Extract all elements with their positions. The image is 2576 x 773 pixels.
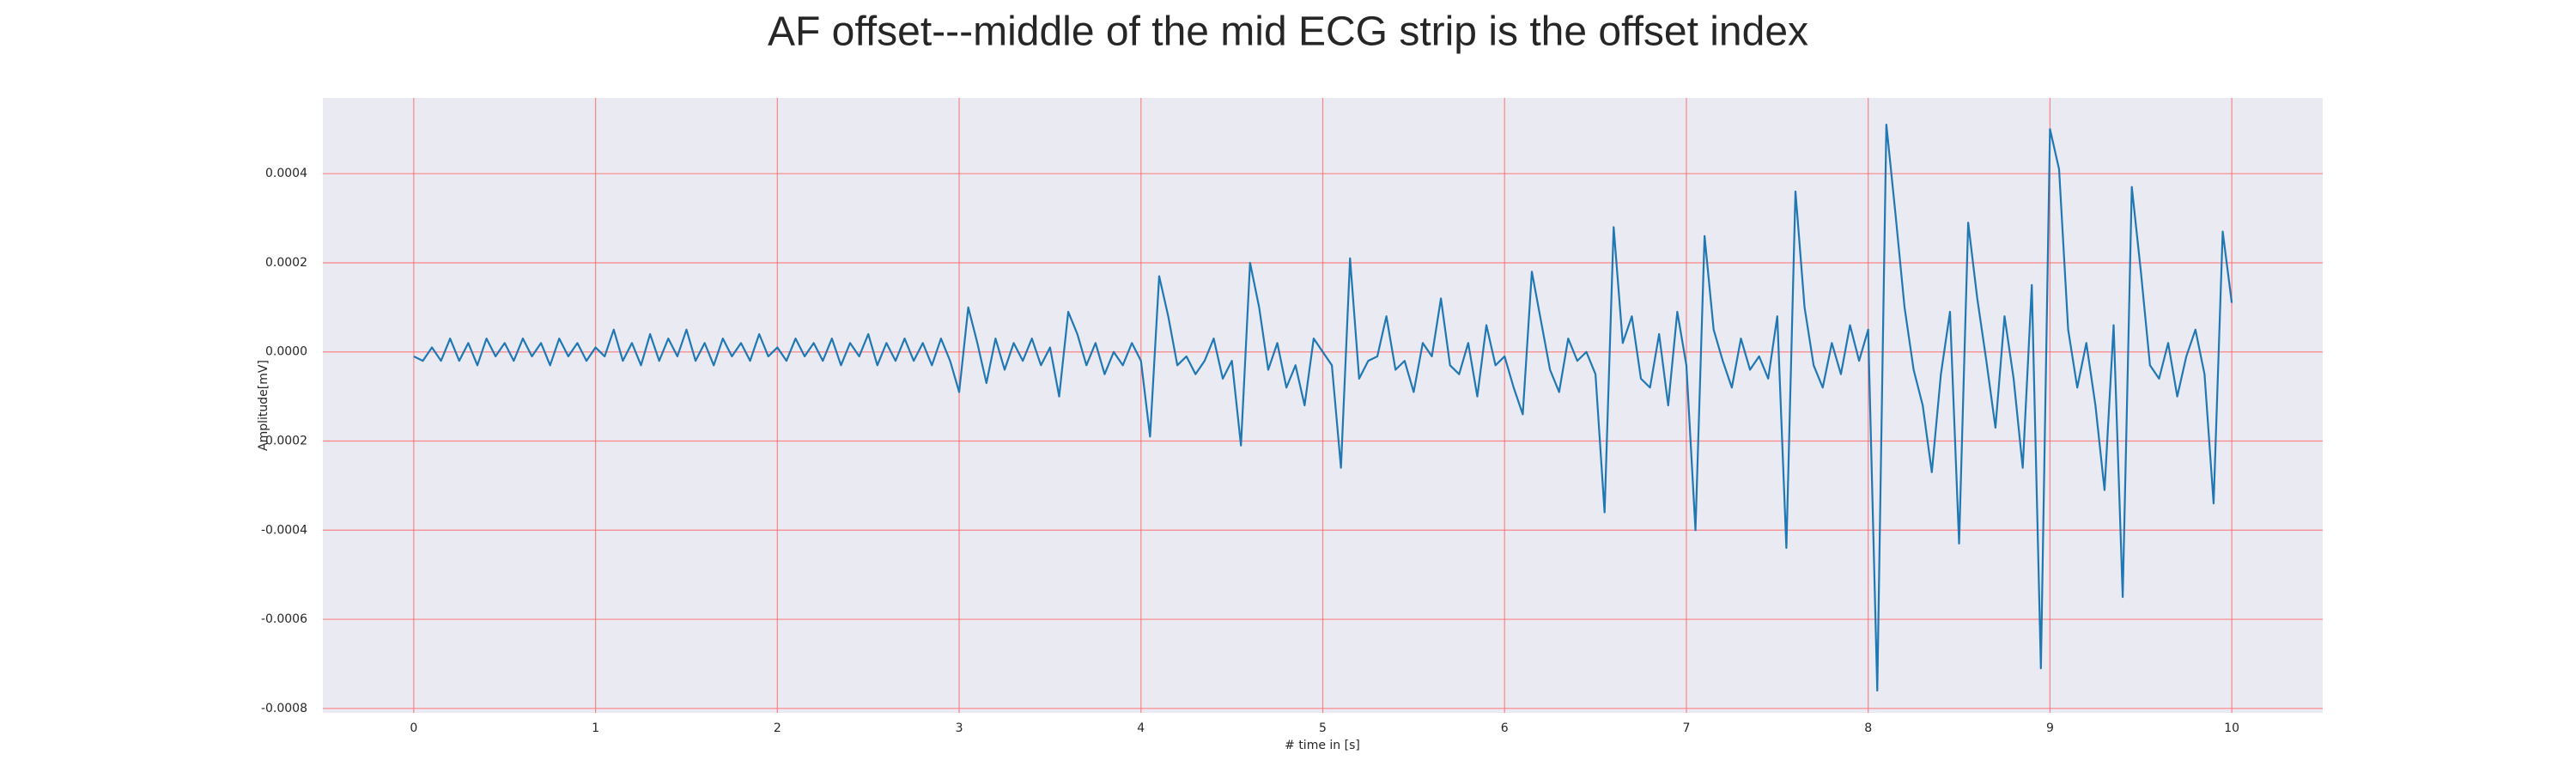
x-tick-label: 0 — [410, 721, 417, 735]
x-tick-label: 9 — [2046, 721, 2054, 735]
y-tick-label: -0.0004 — [261, 523, 307, 537]
x-tick-label: 3 — [956, 721, 963, 735]
x-tick-label: 1 — [592, 721, 599, 735]
x-tick-label: 8 — [1864, 721, 1872, 735]
y-tick-label: 0.0000 — [265, 345, 307, 359]
x-tick-label: 7 — [1682, 721, 1690, 735]
x-tick-label: 10 — [2224, 721, 2239, 735]
y-tick-label: -0.0002 — [261, 435, 307, 448]
y-tick-label: -0.0008 — [261, 702, 307, 715]
chart-title: AF offset---middle of the mid ECG strip … — [768, 9, 1808, 55]
x-tick-label: 5 — [1319, 721, 1327, 735]
ecg-line — [413, 124, 2233, 692]
y-axis-label: Amplitude[mV] — [257, 360, 270, 451]
x-tick-label: 6 — [1501, 721, 1509, 735]
y-tick-label: 0.0004 — [265, 167, 307, 180]
x-tick-label: 4 — [1137, 721, 1145, 735]
y-tick-label: -0.0006 — [261, 612, 307, 626]
y-tick-label: 0.0002 — [265, 256, 307, 270]
x-tick-label: 2 — [774, 721, 781, 735]
x-axis-label: # time in [s] — [1285, 739, 1360, 752]
